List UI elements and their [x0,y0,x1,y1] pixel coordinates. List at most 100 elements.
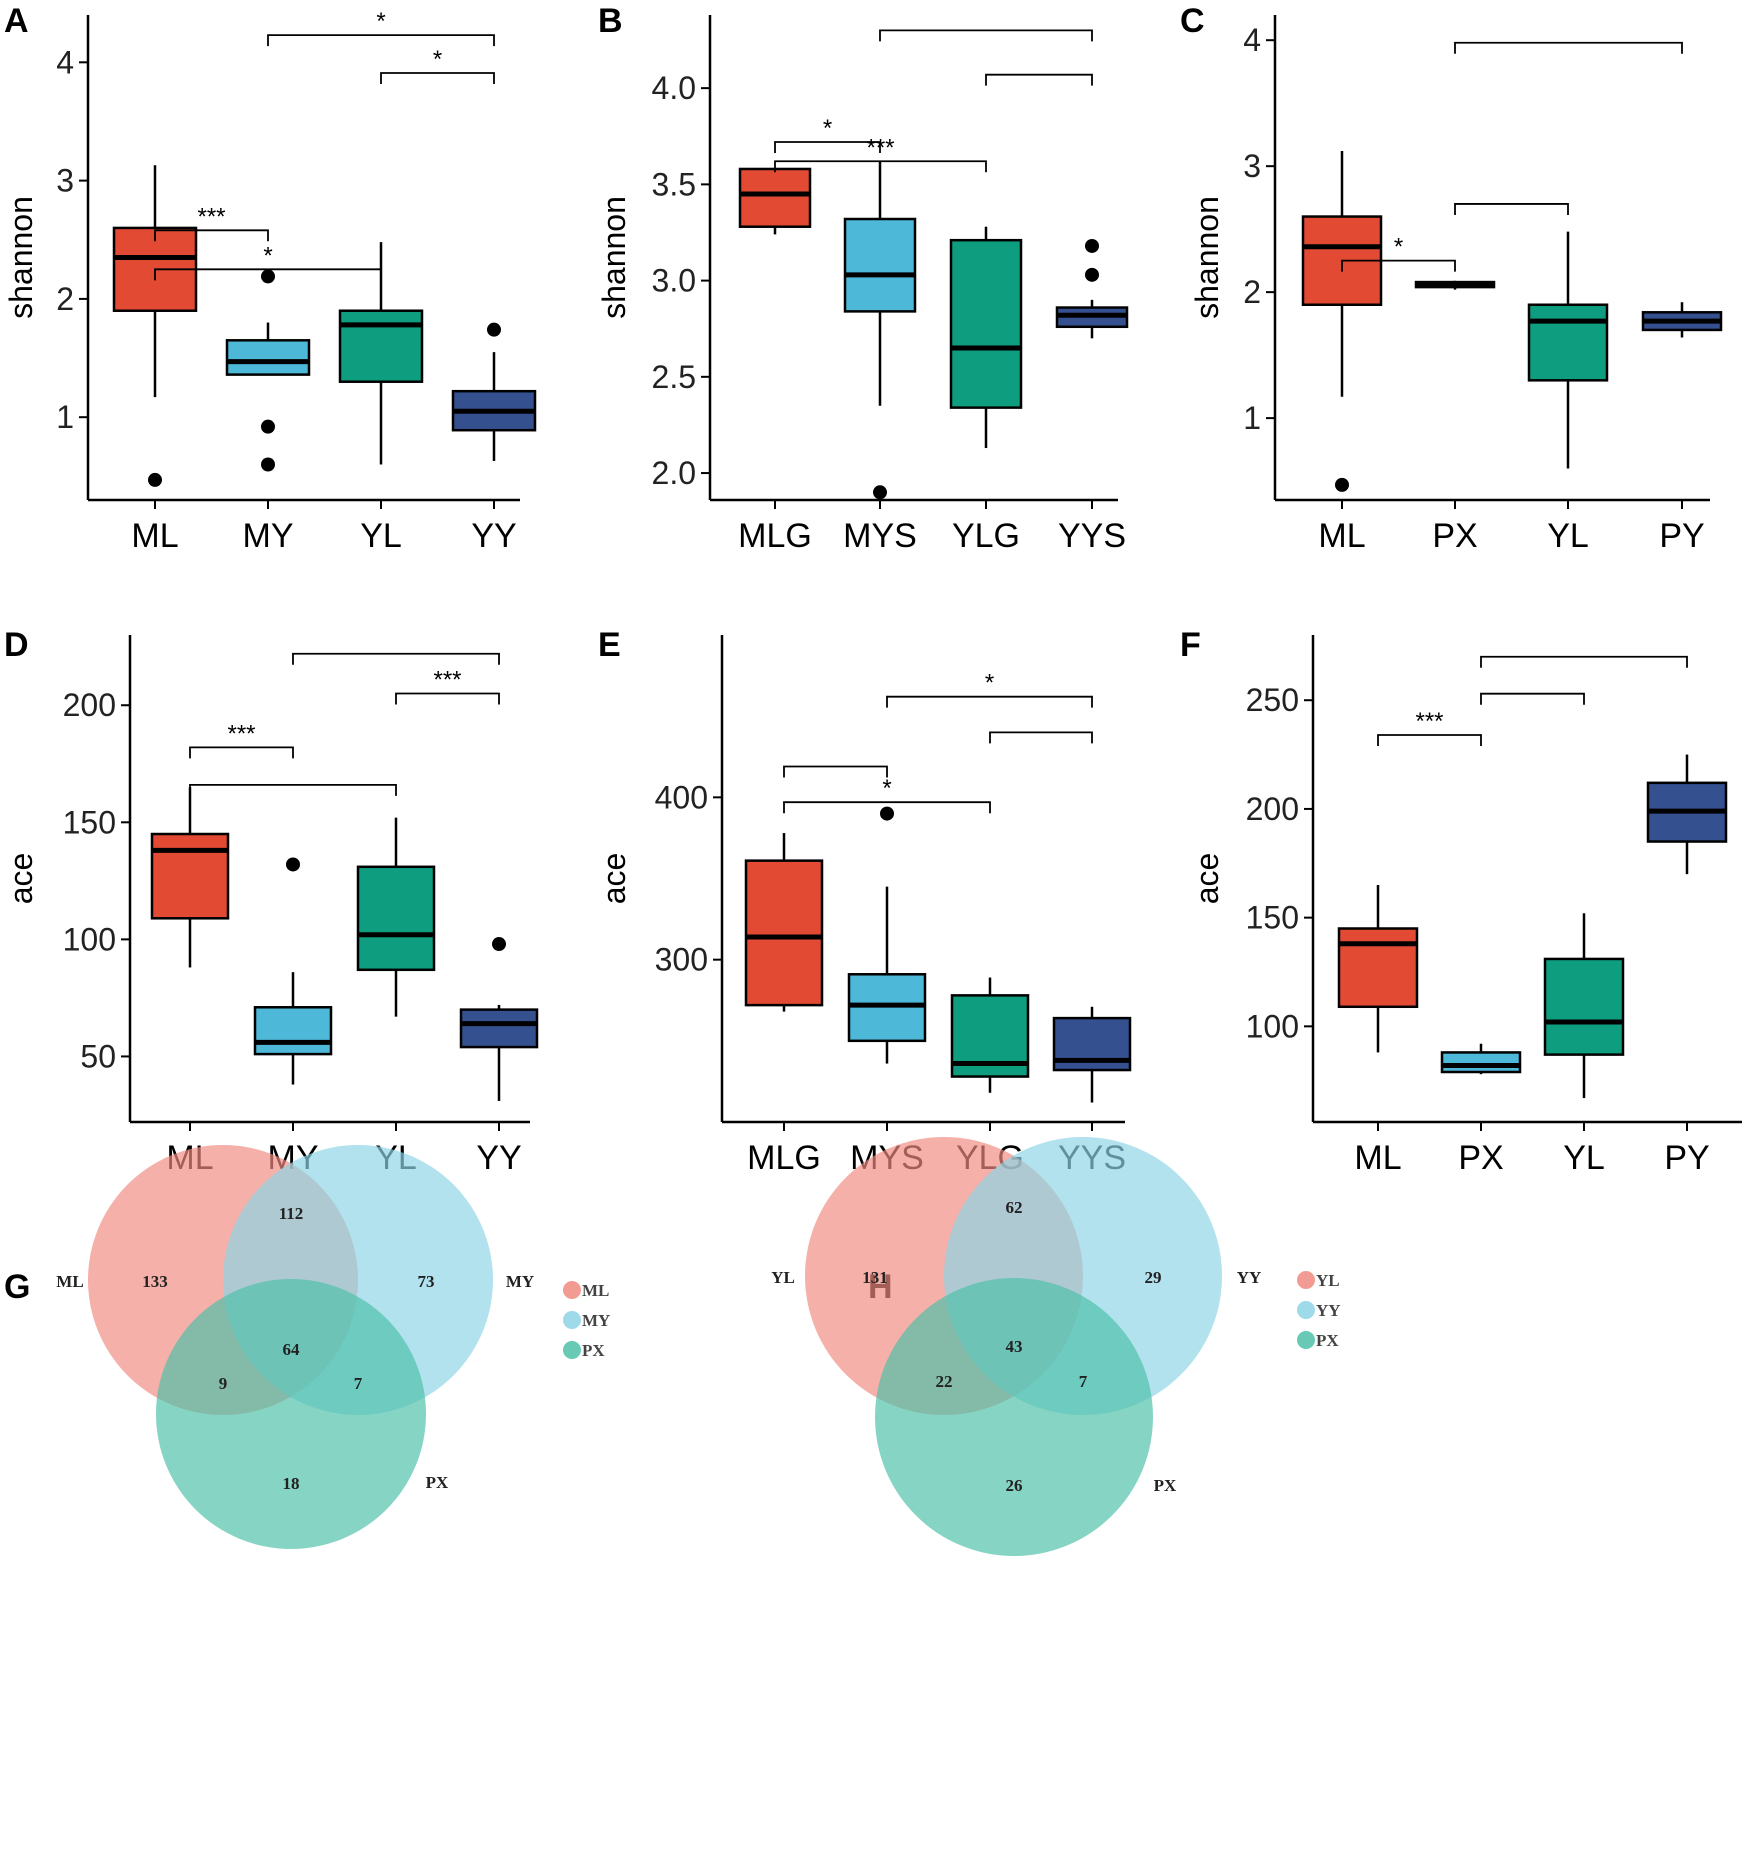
box-yl [1527,231,1609,469]
significance-label: *** [197,203,225,230]
significance-label: *** [866,134,894,161]
venn-legend: ML MY PX [563,1281,610,1360]
outlier-point [880,806,894,821]
venn-count-all: 64 [283,1340,301,1359]
venn-set-label: PX [426,1473,449,1492]
significance-bracket [985,73,1093,86]
x-tick-label: YL [360,517,402,555]
significance-bracket [1454,203,1569,215]
y-tick-label: 3 [1243,148,1261,184]
box-ml [1337,885,1419,1053]
x-tick-label: MLG [738,517,812,555]
y-tick-label: 400 [655,779,708,815]
y-tick-label: 300 [655,942,708,978]
x-tick-label: YLG [952,517,1020,555]
legend-label: MY [582,1311,610,1330]
box-mlg [738,167,812,235]
y-tick-label: 2 [1243,274,1261,310]
legend-label: YY [1316,1301,1341,1320]
outlier-point [148,472,162,487]
significance-bracket [154,268,382,281]
y-tick-label: 4 [56,44,74,80]
box-yy [459,937,539,1101]
outlier-point [487,322,501,337]
venn-count-yl-only: 131 [862,1268,888,1287]
panel-g: G ML MY PX 133 73 18 112 9 7 64 ML MY PX [4,1145,610,1549]
y-tick-label: 150 [63,804,116,840]
y-tick-label: 150 [1246,900,1299,936]
outlier-point [261,419,275,434]
y-tick-label: 200 [1246,791,1299,827]
x-tick-label: YL [1563,1139,1605,1177]
significance-bracket [395,692,500,705]
panel-label: B [598,2,623,40]
box-py [1641,302,1723,338]
box-body [1337,927,1419,1009]
box-body [949,238,1023,409]
significance-bracket [879,29,1093,42]
box-yl [1543,913,1625,1099]
box-ml [150,787,230,968]
y-tick-label: 200 [63,687,116,723]
box-ml [1301,151,1383,492]
panel-d: D50100150200aceMLMYYLYY****** [3,626,539,1177]
significance-bracket [189,783,397,796]
y-tick-label: 3 [56,163,74,199]
box-body [459,1008,539,1049]
venn-count-yy-px: 7 [1079,1372,1088,1391]
box-body [253,1006,333,1056]
box-body [1527,303,1609,382]
box-ylg [949,226,1023,449]
y-tick-label: 1 [56,399,74,435]
significance-bracket [886,695,1093,708]
x-tick-label: PX [1458,1139,1503,1177]
significance-bracket [1480,692,1585,705]
venn-circle-px [875,1278,1153,1556]
box-mys [843,161,917,500]
box-yys [1052,1006,1132,1103]
venn-count-yy-only: 29 [1145,1268,1162,1287]
legend-swatch [563,1281,581,1299]
significance-label: * [882,775,891,802]
significance-bracket [774,160,987,173]
significance-bracket [774,141,881,154]
box-body [356,865,436,972]
significance-label: * [263,242,272,269]
y-tick-label: 4.0 [652,70,696,106]
box-my [225,269,311,472]
significance-bracket [292,652,500,665]
panel-label: G [4,1268,30,1306]
panel-label: F [1180,626,1201,664]
x-tick-label: PY [1664,1139,1709,1177]
y-axis-label: shannon [1189,196,1225,319]
significance-bracket [989,731,1093,744]
box-body [1543,957,1625,1056]
panel-f: F 100 150 200 250 ace ML PX YL PY *** [1180,626,1742,1177]
y-tick-label: 3.0 [652,263,696,299]
significance-bracket [380,72,495,84]
venn-circle-px [156,1279,426,1549]
outlier-point [873,485,887,500]
venn-count-ml-my: 112 [279,1204,304,1223]
y-tick-label: 1 [1243,400,1261,436]
box-my [253,857,333,1085]
y-tick-label: 4 [1243,22,1261,58]
panel-label: D [4,626,29,664]
box-body [150,832,230,920]
outlier-point [261,457,275,472]
outlier-point [492,937,506,952]
y-tick-label: 2 [56,281,74,317]
venn-count-px-only: 18 [283,1474,300,1493]
x-tick-label: ML [131,517,178,555]
venn-count-yl-px: 22 [936,1372,953,1391]
venn-count-yl-yy: 62 [1006,1198,1023,1217]
outlier-point [261,269,275,284]
outlier-point [286,857,300,872]
venn-count-ml-only: 133 [142,1272,168,1291]
box-body [225,339,311,376]
significance-label: *** [433,667,461,694]
significance-label: * [433,46,442,73]
x-tick-label: ML [1318,517,1365,555]
significance-bracket [154,229,269,242]
y-axis-label: ace [3,853,39,905]
